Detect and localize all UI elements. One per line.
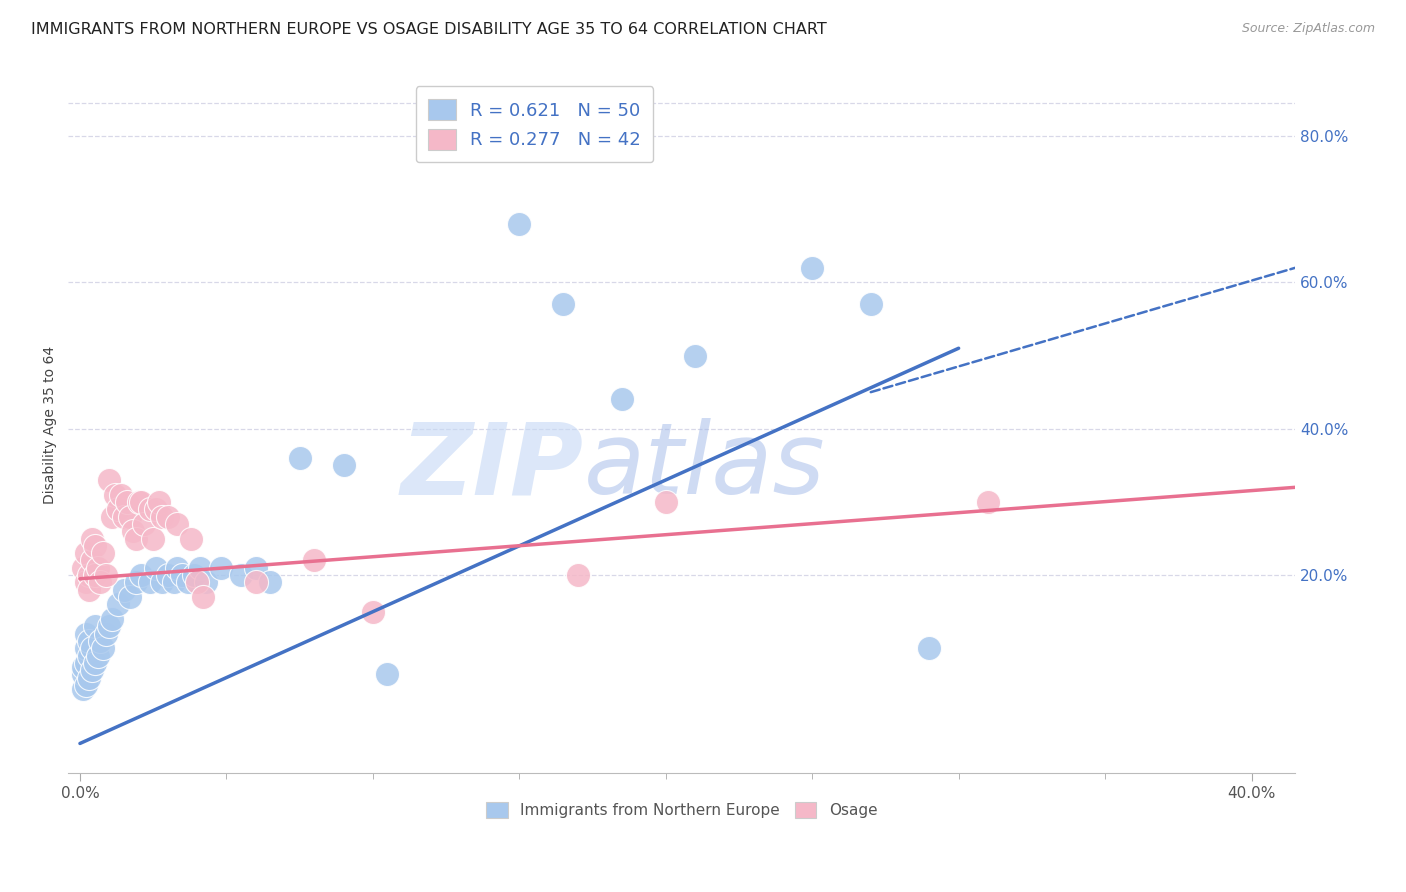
Point <box>139 575 162 590</box>
Point <box>180 532 202 546</box>
Point <box>166 561 188 575</box>
Point <box>75 575 97 590</box>
Point <box>83 539 105 553</box>
Point <box>98 473 121 487</box>
Point <box>131 495 153 509</box>
Point <box>80 663 103 677</box>
Point <box>118 590 141 604</box>
Point <box>259 575 281 590</box>
Point <box>98 619 121 633</box>
Point <box>107 598 129 612</box>
Point <box>75 678 97 692</box>
Point <box>139 502 162 516</box>
Text: Source: ZipAtlas.com: Source: ZipAtlas.com <box>1241 22 1375 36</box>
Point <box>112 582 135 597</box>
Point <box>72 561 94 575</box>
Point <box>188 561 211 575</box>
Point <box>93 546 115 560</box>
Point <box>918 641 941 656</box>
Point <box>115 495 138 509</box>
Point <box>83 568 105 582</box>
Point <box>610 392 633 407</box>
Point <box>150 509 173 524</box>
Point <box>80 641 103 656</box>
Point <box>77 568 100 582</box>
Point <box>77 634 100 648</box>
Point <box>131 568 153 582</box>
Point <box>377 667 399 681</box>
Point <box>89 575 111 590</box>
Point <box>683 349 706 363</box>
Point <box>801 260 824 275</box>
Point <box>89 634 111 648</box>
Point <box>209 561 232 575</box>
Point <box>110 488 132 502</box>
Point <box>194 575 217 590</box>
Point <box>156 568 179 582</box>
Point <box>93 641 115 656</box>
Point <box>83 619 105 633</box>
Point <box>567 568 589 582</box>
Point <box>124 532 146 546</box>
Point <box>145 502 167 516</box>
Point <box>150 575 173 590</box>
Point <box>288 450 311 465</box>
Point <box>75 641 97 656</box>
Point <box>654 495 676 509</box>
Point <box>183 568 205 582</box>
Point <box>142 532 165 546</box>
Point <box>101 612 124 626</box>
Point <box>96 568 118 582</box>
Text: atlas: atlas <box>583 418 825 516</box>
Point <box>166 516 188 531</box>
Point <box>77 648 100 663</box>
Legend: Immigrants from Northern Europe, Osage: Immigrants from Northern Europe, Osage <box>481 796 883 824</box>
Point <box>229 568 252 582</box>
Point <box>104 488 127 502</box>
Y-axis label: Disability Age 35 to 64: Disability Age 35 to 64 <box>44 346 58 504</box>
Point <box>148 495 170 509</box>
Point <box>163 575 186 590</box>
Point <box>75 546 97 560</box>
Point <box>72 681 94 696</box>
Point <box>134 516 156 531</box>
Point <box>245 575 267 590</box>
Point <box>86 561 108 575</box>
Point <box>186 575 208 590</box>
Point <box>304 553 326 567</box>
Point <box>124 575 146 590</box>
Point <box>112 509 135 524</box>
Point <box>72 667 94 681</box>
Point <box>172 568 194 582</box>
Point <box>75 626 97 640</box>
Point <box>128 495 150 509</box>
Point <box>86 648 108 663</box>
Text: IMMIGRANTS FROM NORTHERN EUROPE VS OSAGE DISABILITY AGE 35 TO 64 CORRELATION CHA: IMMIGRANTS FROM NORTHERN EUROPE VS OSAGE… <box>31 22 827 37</box>
Point <box>177 575 200 590</box>
Point <box>191 590 214 604</box>
Point <box>80 532 103 546</box>
Point <box>96 626 118 640</box>
Point <box>977 495 1000 509</box>
Point <box>508 217 530 231</box>
Point <box>72 659 94 673</box>
Point <box>77 582 100 597</box>
Point <box>75 656 97 670</box>
Point <box>245 561 267 575</box>
Point <box>332 458 354 473</box>
Text: ZIP: ZIP <box>401 418 583 516</box>
Point <box>83 656 105 670</box>
Point <box>145 561 167 575</box>
Point <box>107 502 129 516</box>
Point <box>118 509 141 524</box>
Point <box>77 671 100 685</box>
Point <box>859 297 882 311</box>
Point <box>553 297 575 311</box>
Point <box>101 509 124 524</box>
Point <box>361 605 384 619</box>
Point <box>80 553 103 567</box>
Point <box>156 509 179 524</box>
Point <box>121 524 143 539</box>
